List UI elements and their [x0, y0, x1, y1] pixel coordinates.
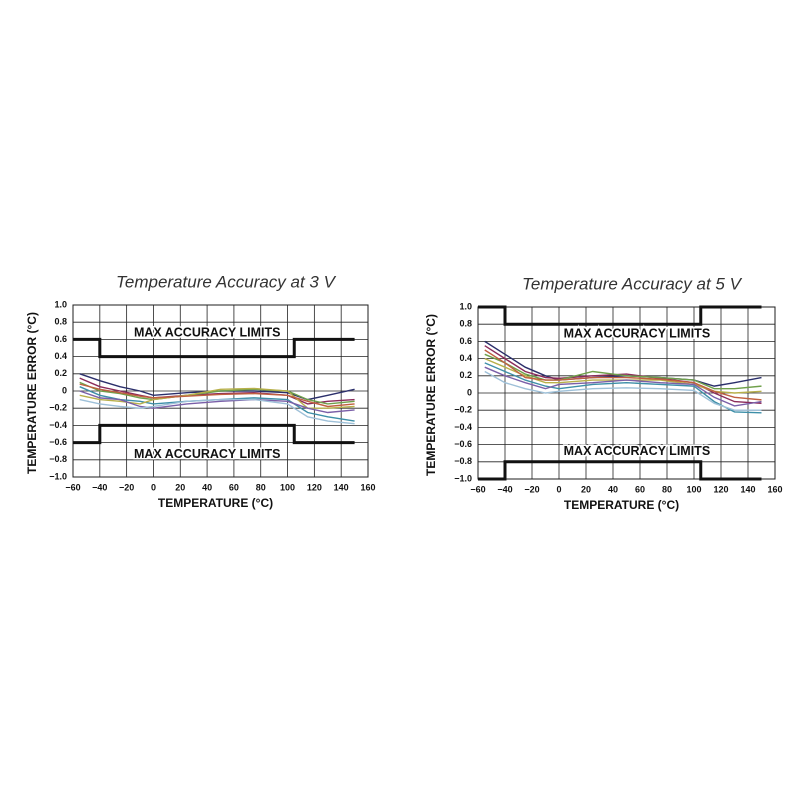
- x-tick-label: 80: [662, 484, 672, 494]
- y-tick-label: 0.4: [54, 351, 67, 361]
- x-tick-label: 0: [151, 482, 156, 492]
- y-axis-label: TEMPERATURE ERROR (°C): [424, 314, 438, 476]
- x-tick-label: 120: [307, 482, 322, 492]
- data-line: [79, 383, 355, 408]
- data-line: [79, 377, 355, 405]
- x-tick-label: 140: [334, 482, 349, 492]
- x-tick-label: −60: [470, 484, 485, 494]
- data-line: [79, 398, 355, 425]
- x-tick-label: 20: [175, 482, 185, 492]
- y-tick-label: −0.8: [49, 454, 67, 464]
- x-axis-label: TEMPERATURE (°C): [158, 496, 273, 510]
- y-tick-label: −0.4: [454, 422, 472, 432]
- x-tick-label: −20: [524, 484, 539, 494]
- annotation: MAX ACCURACY LIMITS: [564, 326, 711, 340]
- x-tick-label: 60: [635, 484, 645, 494]
- limit-line: [73, 337, 355, 359]
- chart-title: Temperature Accuracy at 5 V: [522, 274, 743, 293]
- y-tick-label: 0.8: [54, 317, 67, 327]
- y-axis-label: TEMPERATURE ERROR (°C): [25, 312, 39, 474]
- y-tick-label: −0.6: [454, 439, 472, 449]
- x-tick-label: 60: [229, 482, 239, 492]
- y-tick-label: −0.8: [454, 456, 472, 466]
- limit-line: [478, 305, 762, 326]
- y-tick-label: 0.6: [54, 334, 67, 344]
- data-line: [484, 345, 762, 405]
- x-tick-label: −20: [119, 482, 134, 492]
- x-tick-label: 0: [556, 484, 561, 494]
- y-tick-label: 0.6: [459, 336, 472, 346]
- x-tick-label: 160: [360, 482, 375, 492]
- x-tick-label: −40: [92, 482, 107, 492]
- x-tick-label: 40: [202, 482, 212, 492]
- data-line: [79, 381, 355, 405]
- x-tick-label: 20: [581, 484, 591, 494]
- data-line: [484, 349, 762, 401]
- y-tick-label: 0.2: [459, 370, 472, 380]
- y-tick-label: −1.0: [454, 473, 472, 483]
- x-tick-label: −60: [65, 482, 80, 492]
- y-tick-label: 1.0: [459, 301, 472, 311]
- data-line: [79, 390, 355, 414]
- x-tick-label: 100: [686, 484, 701, 494]
- x-tick-label: 120: [713, 484, 728, 494]
- x-tick-label: −40: [497, 484, 512, 494]
- y-tick-label: −0.2: [454, 405, 472, 415]
- data-line: [484, 353, 762, 390]
- x-axis-label: TEMPERATURE (°C): [564, 498, 679, 512]
- x-tick-label: 80: [256, 482, 266, 492]
- data-line: [484, 366, 762, 407]
- y-tick-label: −0.6: [49, 437, 67, 447]
- limit-line: [73, 423, 355, 445]
- annotation: MAX ACCURACY LIMITS: [134, 325, 281, 339]
- data-line: [484, 370, 762, 411]
- y-tick-label: 0.4: [459, 353, 472, 363]
- y-tick-label: 0: [62, 385, 67, 395]
- limit-line: [478, 460, 762, 481]
- x-tick-label: 40: [608, 484, 618, 494]
- y-tick-label: 0.2: [54, 368, 67, 378]
- x-tick-label: 100: [280, 482, 295, 492]
- y-tick-label: −0.4: [49, 420, 67, 430]
- data-line: [79, 387, 355, 409]
- y-tick-label: 0: [467, 387, 472, 397]
- y-tick-label: −0.2: [49, 403, 67, 413]
- y-tick-label: 1.0: [54, 299, 67, 309]
- y-tick-label: −1.0: [49, 471, 67, 481]
- data-line: [484, 362, 762, 414]
- annotation: MAX ACCURACY LIMITS: [564, 444, 711, 458]
- x-tick-label: 140: [740, 484, 755, 494]
- annotation: MAX ACCURACY LIMITS: [134, 447, 281, 461]
- x-tick-label: 160: [767, 484, 782, 494]
- data-line: [484, 340, 762, 387]
- y-tick-label: 0.8: [459, 319, 472, 329]
- chart-title: Temperature Accuracy at 3 V: [116, 272, 337, 291]
